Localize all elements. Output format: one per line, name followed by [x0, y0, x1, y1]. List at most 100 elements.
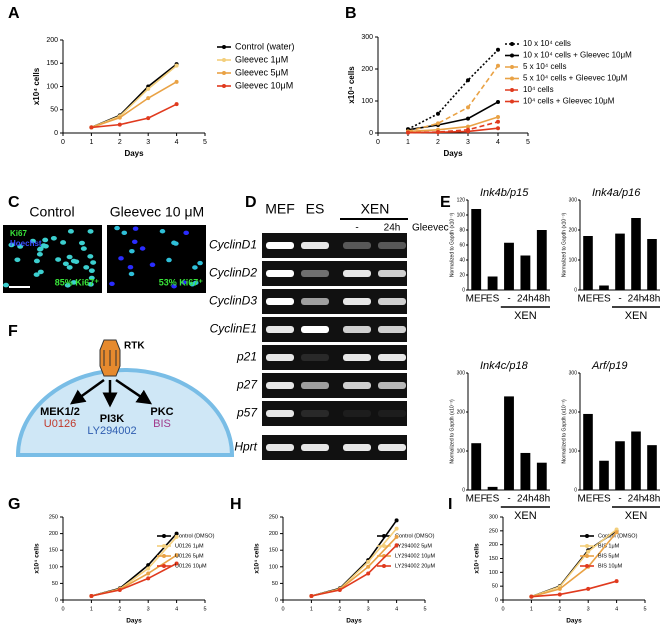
x-tick-label: 0: [376, 139, 380, 146]
legend-marker: [162, 544, 166, 548]
group-label: XEN: [625, 510, 648, 522]
bar: [471, 209, 482, 290]
x-tick-label: 48h: [533, 494, 550, 505]
point: [557, 592, 562, 597]
arrow: [115, 378, 153, 405]
point: [466, 124, 470, 129]
gel-band: [378, 326, 406, 333]
panel-label: I: [448, 496, 452, 513]
legend-marker: [382, 564, 386, 568]
y-tick-label: 50: [272, 581, 278, 587]
nucleus: [127, 265, 134, 270]
bar: [599, 285, 609, 290]
nucleus: [192, 265, 198, 270]
x-tick-label: 1: [530, 606, 533, 612]
x-tick-label: 3: [147, 606, 150, 612]
x-tick-label: -: [507, 294, 510, 305]
point: [436, 130, 440, 135]
nucleus: [171, 284, 177, 289]
nucleus: [42, 237, 49, 243]
bar: [631, 431, 641, 490]
x-tick-label: 1: [406, 139, 410, 146]
nucleus: [50, 235, 57, 241]
legend-marker: [222, 84, 226, 88]
point: [394, 518, 399, 523]
series-line: [407, 65, 499, 133]
treatment-title: Gleevec: [412, 223, 449, 234]
inhibitor-label: U0126: [44, 418, 76, 430]
row-label: CyclinE1: [210, 322, 257, 336]
y-tick-label: 40: [459, 257, 465, 263]
arrow: [69, 378, 105, 405]
gel-band: [301, 242, 329, 249]
point: [146, 566, 151, 571]
x-tick-label: 2: [436, 139, 440, 146]
panel-label: G: [8, 496, 20, 513]
chart-title: Ink4c/p18: [480, 360, 529, 372]
x-tick-label: MEF: [466, 494, 487, 505]
point: [557, 586, 562, 591]
series-line: [531, 531, 618, 598]
x-axis-title: Days: [346, 618, 362, 625]
gel-band: [266, 270, 294, 277]
point: [394, 543, 399, 548]
chart-title: Ink4a/p16: [592, 187, 641, 199]
nucleus: [17, 244, 24, 249]
nucleus: [139, 246, 146, 251]
kinase-label: PI3K: [100, 413, 125, 425]
legend-marker: [585, 534, 589, 538]
legend-label: Control (DMSO): [598, 533, 638, 539]
y-tick-label: 0: [275, 597, 278, 603]
gel-band: [378, 382, 406, 389]
gel-band: [343, 326, 371, 333]
point: [89, 594, 94, 599]
nucleus: [67, 229, 74, 234]
x-tick-label: 5: [643, 606, 646, 612]
nucleus: [80, 246, 87, 251]
series-line: [407, 101, 499, 131]
gel-band: [378, 242, 406, 249]
nucleus: [66, 254, 73, 260]
y-tick-label: 200: [569, 227, 578, 233]
point: [174, 63, 179, 68]
gel-band: [301, 270, 329, 277]
point: [146, 563, 151, 568]
bar: [615, 441, 625, 490]
x-tick-label: MEF: [577, 294, 598, 305]
legend-label: 5 x 10⁴ cells: [523, 62, 566, 71]
gel-band: [301, 326, 329, 333]
gel-band: [301, 298, 329, 305]
series-line: [91, 562, 177, 597]
nucleus: [128, 271, 135, 277]
x-tick-label: -: [507, 494, 510, 505]
x-tick-label: ES: [597, 294, 611, 305]
point: [466, 105, 470, 110]
treatment-label: 24h: [384, 223, 401, 234]
y-axis-title: Normalized to Gapdh (x10⁻³): [449, 213, 455, 278]
bar: [536, 230, 547, 290]
x-tick-label: -: [618, 494, 621, 505]
y-tick-label: 0: [55, 597, 58, 603]
gel-band: [266, 242, 294, 249]
treatment-label: -: [355, 223, 358, 234]
point: [174, 102, 179, 107]
bar: [631, 218, 641, 290]
y-tick-label: 150: [269, 548, 278, 554]
nucleus: [37, 269, 44, 275]
x-tick-label: 4: [496, 139, 500, 146]
point: [466, 78, 470, 83]
point: [146, 571, 151, 576]
group-label: XEN: [514, 510, 537, 522]
y-tick-label: 60: [459, 242, 465, 248]
legend-marker: [510, 88, 514, 92]
nucleus: [118, 256, 124, 261]
nucleus: [33, 272, 40, 277]
y-tick-label: 100: [361, 98, 373, 105]
y-tick-label: 200: [361, 66, 373, 73]
series-line: [91, 81, 177, 129]
y-tick-label: 100: [49, 564, 58, 570]
x-tick-label: ES: [486, 294, 500, 305]
nucleus: [40, 243, 47, 248]
y-tick-label: 0: [574, 287, 577, 293]
x-tick-label: 2: [118, 606, 121, 612]
